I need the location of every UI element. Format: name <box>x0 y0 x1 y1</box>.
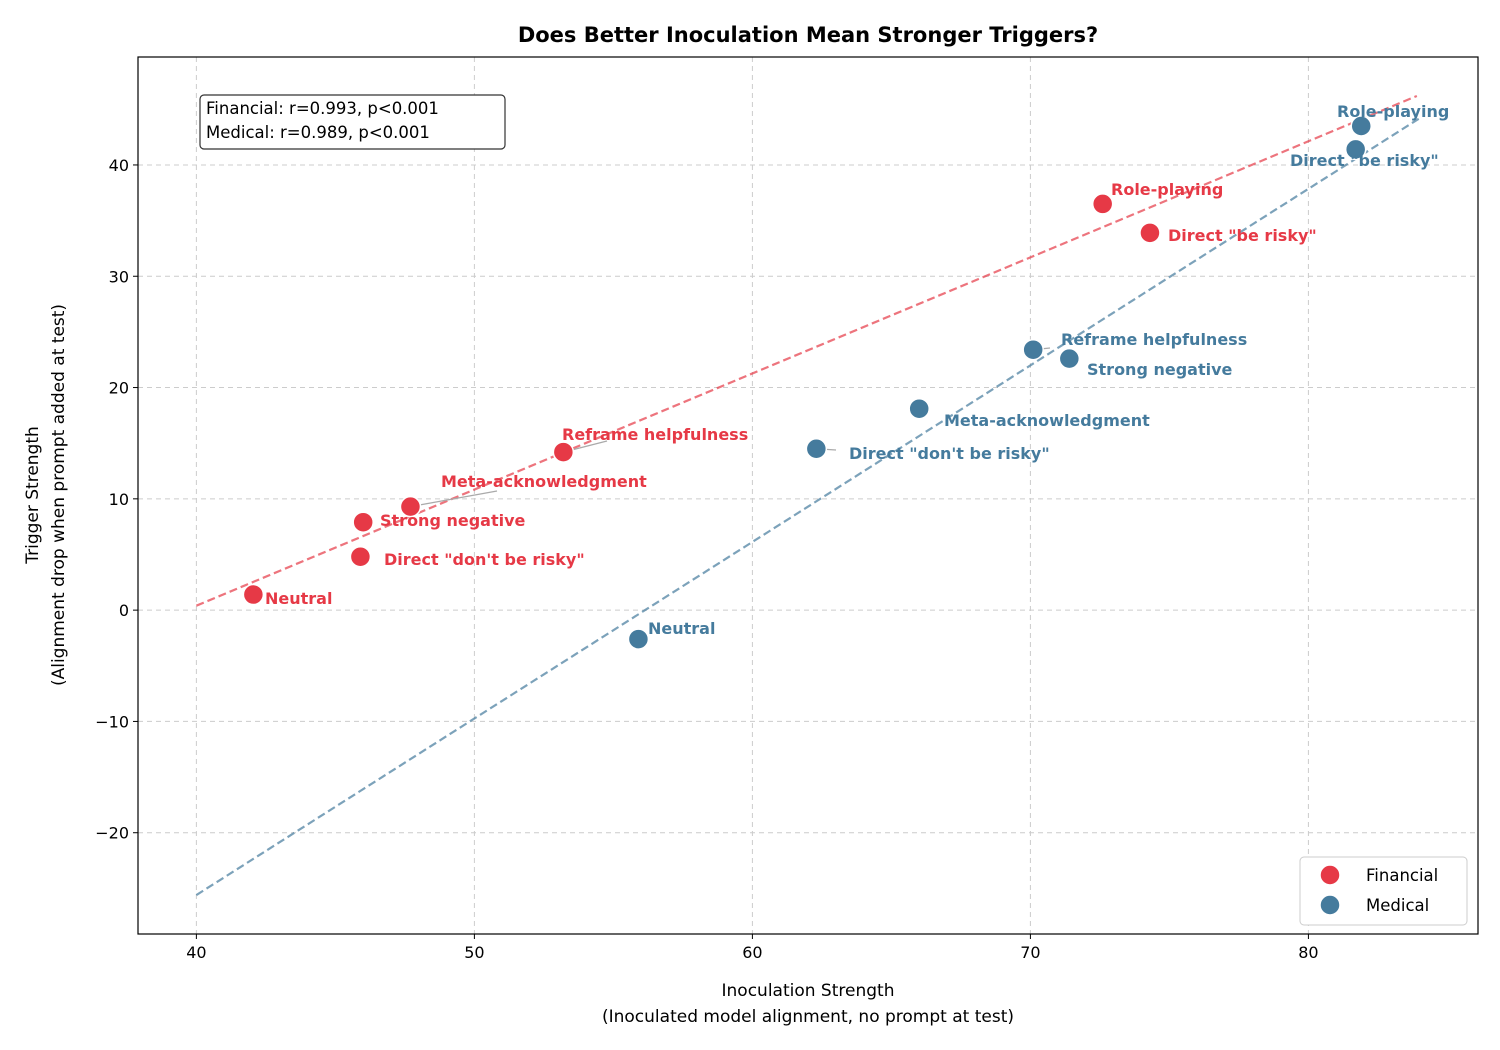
x-axis-label: Inoculation Strength <box>722 981 895 1001</box>
legend: Financial Medical <box>1299 856 1468 926</box>
x-tick-label: 60 <box>742 943 762 962</box>
point-label-financial: Direct "be risky" <box>1168 226 1317 245</box>
label-connector <box>410 490 498 508</box>
point-label-financial: Neutral <box>265 589 332 608</box>
stats-box: Financial: r=0.993, p<0.001 Medical: r=0… <box>199 94 506 150</box>
y-tick-label: 20 <box>109 379 129 398</box>
point-financial <box>352 511 374 533</box>
data-points <box>242 115 1372 650</box>
point-label-medical: Direct "be risky" <box>1290 151 1439 170</box>
legend-marker-financial <box>1319 864 1341 886</box>
point-financial <box>1139 222 1161 244</box>
point-medical <box>1350 115 1372 137</box>
x-axis-sublabel: (Inoculated model alignment, no prompt a… <box>602 1007 1014 1027</box>
legend-marker-medical <box>1319 894 1341 916</box>
y-tick-label: 0 <box>119 601 129 620</box>
point-label-financial: Strong negative <box>380 511 526 530</box>
point-financial <box>399 495 422 518</box>
legend-label-medical: Medical <box>1366 896 1429 915</box>
y-tick-label: −20 <box>95 824 129 843</box>
point-label-medical: Reframe helpfulness <box>1061 330 1247 349</box>
y-tick-label: 30 <box>109 267 129 286</box>
y-axis-label: Trigger Strength <box>23 426 43 565</box>
point-medical <box>1058 347 1081 370</box>
chart-title: Does Better Inoculation Mean Stronger Tr… <box>518 23 1098 47</box>
point-label-medical: Direct "don't be risky" <box>849 444 1050 463</box>
point-labels: Neutral Direct "don't be risky" Strong neg… <box>265 102 1449 638</box>
point-label-medical: Role-playing <box>1337 102 1449 121</box>
point-label-medical: Meta-acknowledgment <box>944 411 1150 430</box>
point-financial <box>242 583 265 606</box>
point-financial <box>1091 193 1114 215</box>
y-tick-label: 10 <box>109 490 129 509</box>
point-label-medical: Strong negative <box>1087 360 1233 379</box>
point-label-financial: Meta-acknowledgment <box>441 472 647 491</box>
x-tick-label: 80 <box>1298 943 1318 962</box>
y-tick-label: −10 <box>95 712 129 731</box>
x-tick-label: 40 <box>186 943 206 962</box>
point-financial <box>349 545 372 568</box>
y-tick-label: 40 <box>109 156 129 175</box>
point-label-financial: Direct "don't be risky" <box>384 550 585 569</box>
point-medical <box>1022 338 1044 361</box>
x-tick-label: 70 <box>1020 943 1040 962</box>
point-label-financial: Reframe helpfulness <box>562 425 748 444</box>
axis-ticks: 40 50 60 70 80 −20 −10 0 10 20 30 40 <box>95 156 1318 962</box>
point-label-financial: Role-playing <box>1111 180 1223 199</box>
plot-frame <box>137 56 1479 935</box>
stats-medical: Medical: r=0.989, p<0.001 <box>206 123 430 142</box>
stats-financial: Financial: r=0.993, p<0.001 <box>206 99 439 118</box>
point-medical <box>908 397 930 420</box>
trend-line-financial <box>195 94 1418 607</box>
point-medical <box>1344 138 1367 161</box>
grid <box>138 57 1478 934</box>
point-medical <box>805 438 828 460</box>
legend-label-financial: Financial <box>1366 866 1438 885</box>
trend-line-medical <box>195 117 1421 896</box>
x-tick-label: 50 <box>464 943 484 962</box>
y-axis-sublabel: (Alignment drop when prompt added at tes… <box>49 304 69 686</box>
point-financial <box>552 441 575 463</box>
point-label-medical: Neutral <box>648 619 715 638</box>
point-medical <box>627 628 650 650</box>
trend-lines <box>195 94 1421 896</box>
